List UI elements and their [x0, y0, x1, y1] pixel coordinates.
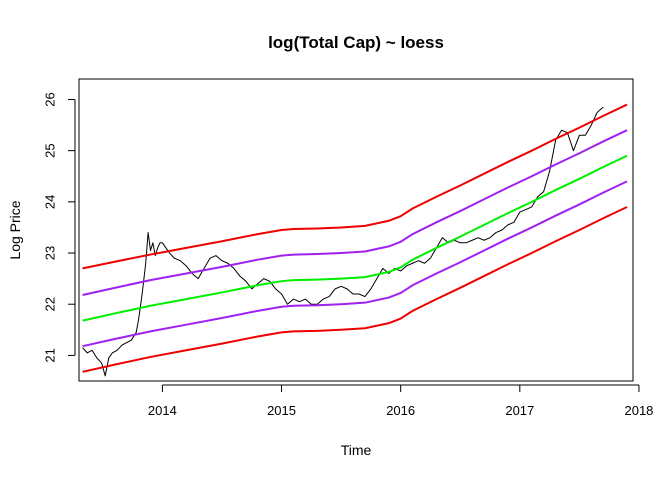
series-line-1 [82, 106, 604, 377]
y-tick-label: 24 [42, 195, 57, 209]
x-axis-label: Time [341, 442, 372, 458]
x-tick-label: 2017 [505, 403, 534, 418]
series-line-2 [82, 103, 628, 270]
y-tick-label: 25 [42, 143, 57, 157]
y-axis: 21 22 23 24 25 26 [42, 92, 76, 363]
chart-title: log(Total Cap) ~ loess [268, 33, 444, 52]
x-axis: 2014 2015 2016 2017 2018 [148, 384, 653, 418]
series-line-5 [82, 180, 628, 348]
y-axis-label: Log Price [7, 200, 23, 259]
y-tick-label: 22 [42, 297, 57, 311]
plot-frame [78, 78, 634, 382]
series-line-3 [82, 129, 628, 296]
x-tick-label: 2016 [386, 403, 415, 418]
x-tick-label: 2015 [267, 403, 296, 418]
plot-area [82, 103, 628, 377]
series-line-6 [82, 206, 628, 373]
series-line-4 [82, 154, 628, 322]
y-tick-label: 21 [42, 348, 57, 362]
x-tick-label: 2014 [148, 403, 177, 418]
y-tick-label: 26 [42, 92, 57, 106]
y-tick-label: 23 [42, 246, 57, 260]
x-tick-label: 2018 [624, 403, 653, 418]
